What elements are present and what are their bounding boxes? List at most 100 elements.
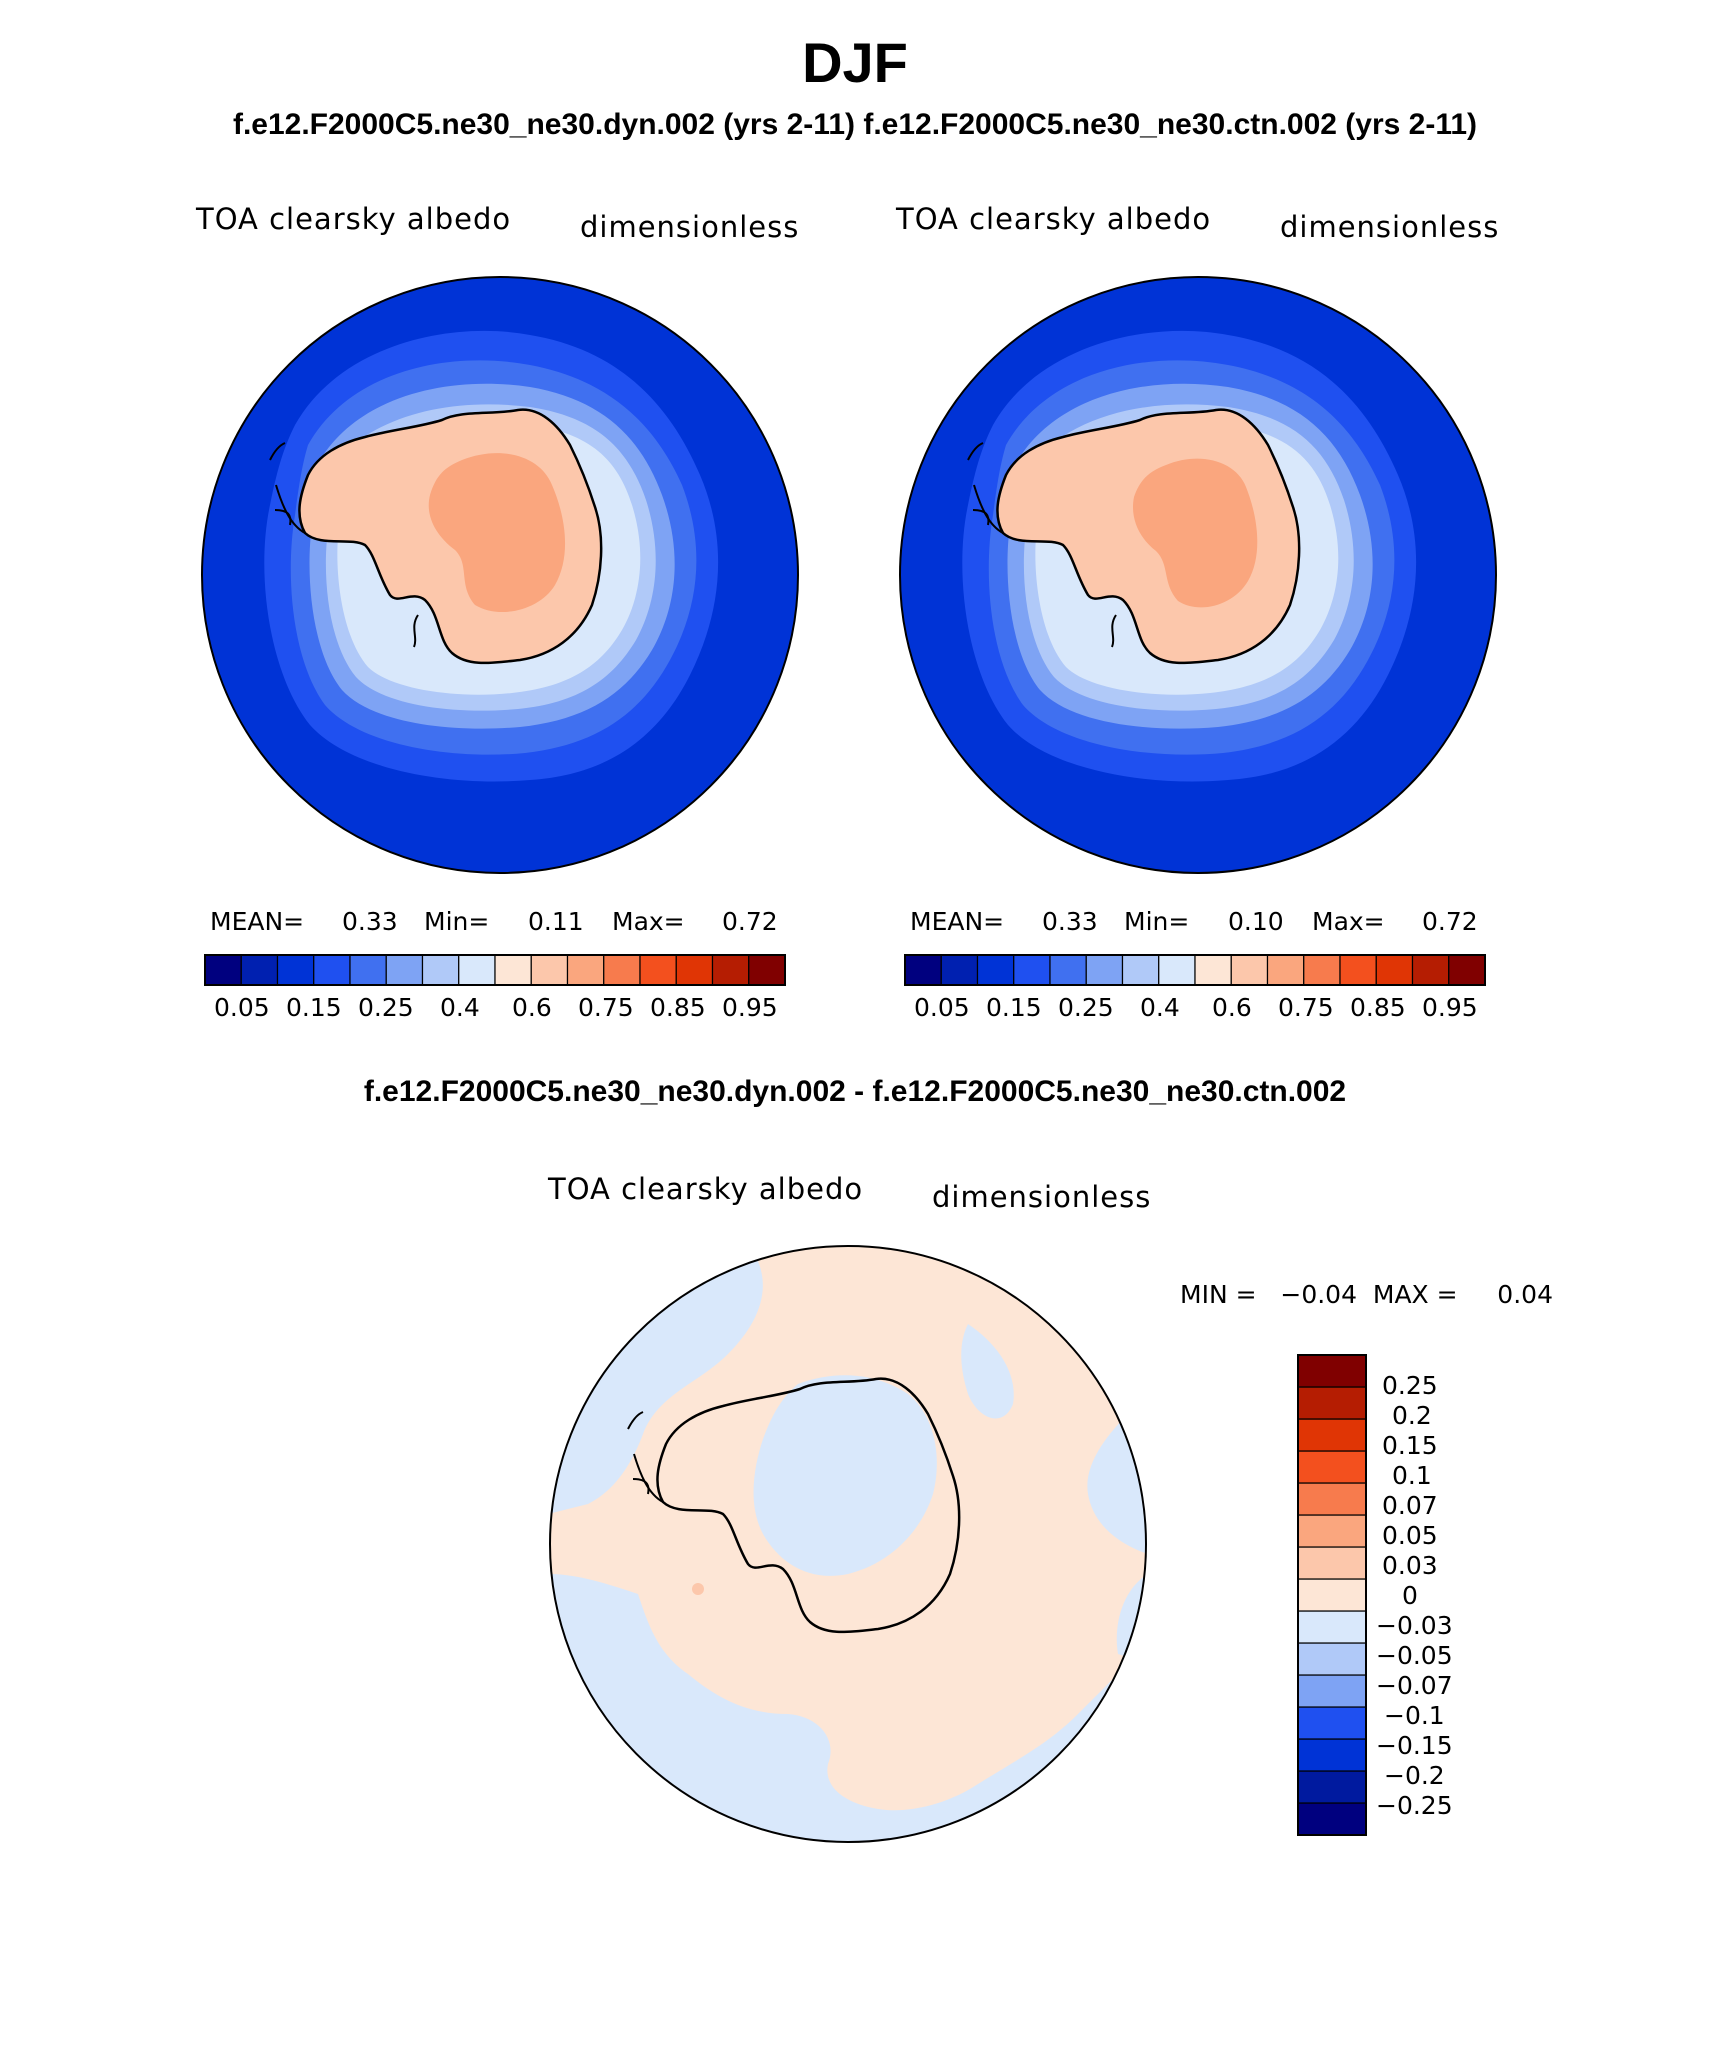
map-border: [201, 276, 799, 874]
colorbar-swatch: [1158, 954, 1196, 986]
colorbar-frame: [904, 954, 1486, 986]
colorbar-swatch: [1297, 1354, 1367, 1388]
diff-minmax-label: MIN = −0.04 MAX = 0.04: [1180, 1280, 1553, 1309]
colorbar-tick-label: −0.1: [1384, 1701, 1445, 1730]
colorbar-swatch: [1297, 1386, 1367, 1420]
colorbar-swatch: [1297, 1706, 1367, 1740]
colorbar-tick-label: −0.03: [1376, 1611, 1453, 1640]
colorbar-tick-label: 0.07: [1382, 1491, 1438, 1520]
positive-anomaly-spot: [692, 1583, 704, 1595]
coastline: [413, 614, 419, 648]
coastline: [1111, 614, 1117, 648]
colorbar-tick-label: 0.03: [1382, 1551, 1438, 1580]
panel2-polar-map: [899, 276, 1497, 874]
panel2-colorbar: [904, 954, 1486, 986]
colorbar-swatch: [1297, 1610, 1367, 1644]
colorbar-swatch: [240, 954, 279, 986]
case-subtitle: f.e12.F2000C5.ne30_ne30.dyn.002 (yrs 2-1…: [232, 108, 1478, 141]
colorbar-swatch: [1297, 1642, 1367, 1676]
colorbar-tick-label: 0.25: [1382, 1371, 1438, 1400]
colorbar-swatch: [1297, 1450, 1367, 1484]
colorbar-tick-label: 0.1: [1392, 1461, 1432, 1490]
panel1-colorbar: [204, 954, 786, 986]
colorbar-swatch: [204, 954, 242, 986]
colorbar-swatch: [976, 954, 1015, 986]
colorbar-swatch: [1375, 954, 1414, 986]
colorbar-swatch: [1303, 954, 1341, 986]
page-title: DJF: [802, 31, 908, 94]
colorbar-tick-label: −0.2: [1384, 1761, 1445, 1790]
contour-band: [428, 453, 566, 613]
colorbar-swatch: [1266, 954, 1305, 986]
colorbar-tick-label: 0.85: [1350, 993, 1406, 1022]
panel2-min-value: 0.10: [1228, 907, 1284, 936]
colorbar-tick-label: −0.25: [1376, 1791, 1453, 1820]
panel1-units-label: dimensionless: [580, 210, 800, 244]
colorbar-swatch: [1297, 1674, 1367, 1708]
colorbar-tick-label: 0: [1402, 1581, 1418, 1610]
colorbar-frame: [204, 954, 786, 986]
colorbar-swatch: [1297, 1482, 1367, 1516]
colorbar-swatch: [904, 954, 942, 986]
colorbar-tick-label: 0.75: [1278, 993, 1334, 1022]
colorbar-tick-label: 0.95: [1422, 993, 1478, 1022]
colorbar-swatch: [566, 954, 605, 986]
colorbar-swatch: [494, 954, 532, 986]
coastline: [632, 1478, 650, 1495]
colorbar-swatch: [421, 954, 460, 986]
panel2-max-value: 0.72: [1422, 907, 1478, 936]
colorbar-swatch: [711, 954, 750, 986]
diff-field-label: TOA clearsky albedo: [548, 1172, 864, 1206]
difference-polar-map: [549, 1245, 1147, 1843]
colorbar-swatch: [385, 954, 424, 986]
colorbar-swatch: [1013, 954, 1051, 986]
panel1-max-value: 0.72: [722, 907, 778, 936]
colorbar-swatch: [349, 954, 387, 986]
colorbar-tick-label: −0.15: [1376, 1731, 1453, 1760]
colorbar-swatch: [1194, 954, 1232, 986]
panel1-max-label: Max=: [612, 907, 685, 936]
colorbar-tick-label: −0.05: [1376, 1641, 1453, 1670]
colorbar-tick-label: 0.05: [214, 993, 270, 1022]
colorbar-swatch: [1297, 1418, 1367, 1452]
colorbar-swatch: [1121, 954, 1160, 986]
colorbar-swatch: [1297, 1738, 1367, 1772]
colorbar-swatch: [748, 954, 786, 986]
colorbar-swatch: [1297, 1578, 1367, 1612]
negative-anomaly-region: [961, 1324, 1014, 1419]
colorbar-frame: [1297, 1354, 1367, 1836]
colorbar-tick-label: 0.75: [578, 993, 634, 1022]
colorbar-swatch: [940, 954, 979, 986]
panel1-polar-map: [201, 276, 799, 874]
map-border: [549, 1245, 1147, 1843]
diff-units-label: dimensionless: [932, 1180, 1152, 1214]
colorbar-tick-label: 0.25: [1058, 993, 1114, 1022]
colorbar-tick-label: 0.05: [914, 993, 970, 1022]
colorbar-tick-label: 0.25: [358, 993, 414, 1022]
colorbar-tick-label: 0.85: [650, 993, 706, 1022]
colorbar-tick-label: 0.6: [512, 993, 552, 1022]
colorbar-tick-label: 0.05: [1382, 1521, 1438, 1550]
panel1-min-value: 0.11: [528, 907, 584, 936]
panel2-min-label: Min=: [1124, 907, 1190, 936]
colorbar-swatch: [1230, 954, 1269, 986]
colorbar-tick-label: 0.6: [1212, 993, 1252, 1022]
colorbar-swatch: [1297, 1802, 1367, 1836]
panel1-min-label: Min=: [424, 907, 490, 936]
difference-title: f.e12.F2000C5.ne30_ne30.dyn.002 - f.e12.…: [363, 1075, 1347, 1108]
colorbar-tick-label: 0.15: [1382, 1431, 1438, 1460]
colorbar-tick-label: 0.15: [286, 993, 342, 1022]
colorbar-swatch: [313, 954, 351, 986]
colorbar-tick-label: 0.95: [722, 993, 778, 1022]
panel2-mean-label: MEAN=: [910, 907, 1005, 936]
colorbar-swatch: [1411, 954, 1450, 986]
colorbar-tick-label: 0.4: [440, 993, 480, 1022]
panel2-field-label: TOA clearsky albedo: [896, 202, 1212, 236]
colorbar-swatch: [1448, 954, 1486, 986]
negative-anomaly-region: [753, 1375, 937, 1576]
colorbar-swatch: [1297, 1514, 1367, 1548]
panel2-max-label: Max=: [1312, 907, 1385, 936]
colorbar-tick-label: −0.07: [1376, 1671, 1453, 1700]
panel2-mean-value: 0.33: [1042, 907, 1098, 936]
colorbar-tick-label: 0.15: [986, 993, 1042, 1022]
